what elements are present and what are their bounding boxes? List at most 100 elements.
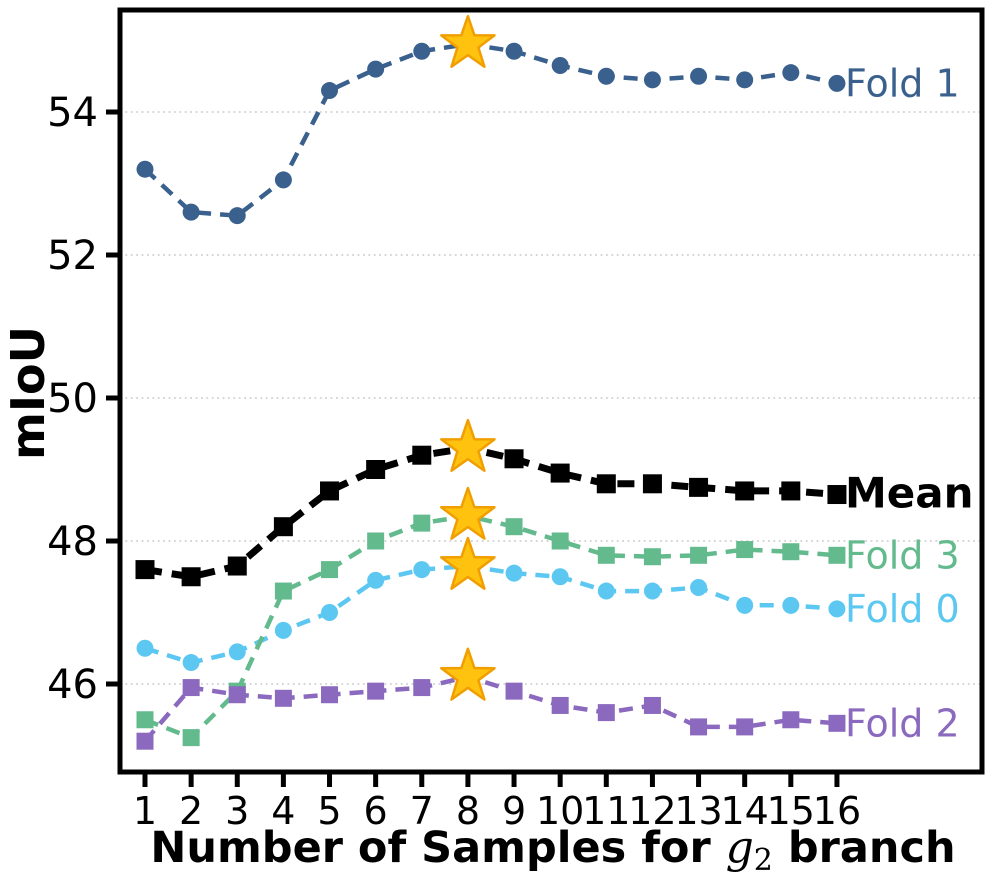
x-tick-label: 1	[133, 789, 157, 833]
data-point-fold0	[228, 643, 246, 661]
data-point-fold1	[690, 67, 708, 85]
data-point-mean	[735, 481, 755, 501]
x-tick-label: 16	[813, 789, 861, 833]
data-point-fold2	[690, 718, 708, 736]
data-point-fold2	[321, 686, 339, 704]
x-tick-label: 15	[767, 789, 815, 833]
data-point-fold0	[551, 568, 569, 586]
y-tick-label: 50	[47, 376, 98, 422]
data-point-fold0	[413, 561, 431, 579]
x-tick-label: 12	[628, 789, 676, 833]
series-inline-label-fold2: Fold 2	[845, 701, 960, 745]
data-point-fold2	[505, 682, 523, 700]
data-point-fold1	[367, 60, 385, 78]
data-point-fold2	[597, 704, 615, 722]
data-point-fold3	[643, 548, 661, 566]
y-tick-label: 46	[47, 662, 98, 708]
star-marker-fold3	[440, 486, 496, 540]
data-point-fold3	[182, 729, 200, 747]
data-point-fold1	[321, 82, 339, 100]
data-point-mean	[596, 474, 616, 494]
data-point-fold1	[782, 64, 800, 82]
x-axis-label: Number of Samples for g2 branch	[150, 822, 955, 878]
data-point-fold2	[228, 686, 246, 704]
data-point-fold2	[782, 711, 800, 729]
star-marker-fold1	[440, 14, 496, 68]
data-point-fold2	[182, 679, 200, 697]
data-point-mean	[827, 485, 847, 505]
data-point-fold0	[782, 596, 800, 614]
data-point-mean	[689, 477, 709, 497]
star-marker-fold0	[440, 536, 496, 590]
data-point-fold3	[828, 546, 846, 564]
data-point-fold1	[643, 71, 661, 89]
data-point-fold0	[736, 596, 754, 614]
data-point-fold0	[274, 621, 292, 639]
x-tick-label: 8	[456, 789, 480, 833]
data-point-fold0	[136, 639, 154, 657]
x-tick-label: 7	[410, 789, 434, 833]
data-point-fold2	[413, 679, 431, 697]
series-inline-label-fold0: Fold 0	[845, 587, 960, 631]
data-point-fold2	[136, 732, 154, 750]
x-tick-label: 9	[502, 789, 526, 833]
x-tick-label: 4	[271, 789, 295, 833]
star-marker-fold2	[440, 647, 496, 701]
data-point-fold3	[274, 582, 292, 600]
series-inline-label-fold1: Fold 1	[845, 61, 960, 105]
series-inline-label-mean: Mean	[845, 469, 974, 518]
data-point-fold3	[367, 532, 385, 550]
data-point-fold0	[182, 654, 200, 672]
x-tick-label: 6	[364, 789, 388, 833]
data-point-fold1	[505, 42, 523, 60]
x-tick-label: 10	[536, 789, 584, 833]
data-point-fold3	[736, 541, 754, 559]
data-point-fold2	[736, 718, 754, 736]
data-point-mean	[412, 445, 432, 465]
data-point-mean	[550, 463, 570, 483]
plot-frame	[117, 7, 985, 775]
data-point-fold1	[274, 171, 292, 189]
y-axis-label: mIoU	[1, 326, 55, 460]
data-point-fold3	[690, 546, 708, 564]
data-point-fold0	[597, 582, 615, 600]
data-point-fold3	[551, 532, 569, 550]
series-line-fold1	[143, 41, 838, 219]
data-point-fold0	[643, 582, 661, 600]
data-point-fold0	[505, 564, 523, 582]
x-tick-label: 11	[582, 789, 630, 833]
y-tick-label: 48	[47, 519, 98, 565]
data-point-mean	[135, 560, 155, 580]
data-point-fold2	[643, 696, 661, 714]
series-line-fold2	[143, 674, 838, 743]
data-point-fold0	[828, 600, 846, 618]
series-line-fold3	[144, 513, 838, 741]
star-marker-mean	[440, 418, 496, 472]
data-point-mean	[504, 449, 524, 469]
data-point-fold2	[274, 689, 292, 707]
data-point-fold0	[321, 604, 339, 621]
data-point-fold3	[413, 514, 431, 532]
data-point-mean	[273, 517, 293, 537]
data-point-fold1	[736, 71, 754, 89]
data-point-fold1	[413, 42, 431, 60]
data-point-fold1	[551, 57, 569, 75]
data-point-fold2	[828, 714, 846, 732]
data-point-fold3	[597, 546, 615, 564]
data-point-mean	[320, 481, 340, 501]
data-point-fold0	[367, 571, 385, 589]
y-tick-label: 54	[47, 90, 98, 136]
x-tick-label: 5	[317, 789, 341, 833]
data-point-mean	[227, 556, 247, 576]
data-point-mean	[642, 474, 662, 494]
x-tick-label: 13	[674, 789, 722, 833]
data-point-mean	[781, 481, 801, 501]
y-tick-label: 52	[47, 233, 98, 279]
x-tick-label: 2	[179, 789, 203, 833]
data-point-fold1	[136, 160, 154, 178]
data-point-fold3	[505, 518, 523, 536]
data-point-fold3	[321, 561, 339, 579]
data-point-fold0	[690, 578, 708, 596]
